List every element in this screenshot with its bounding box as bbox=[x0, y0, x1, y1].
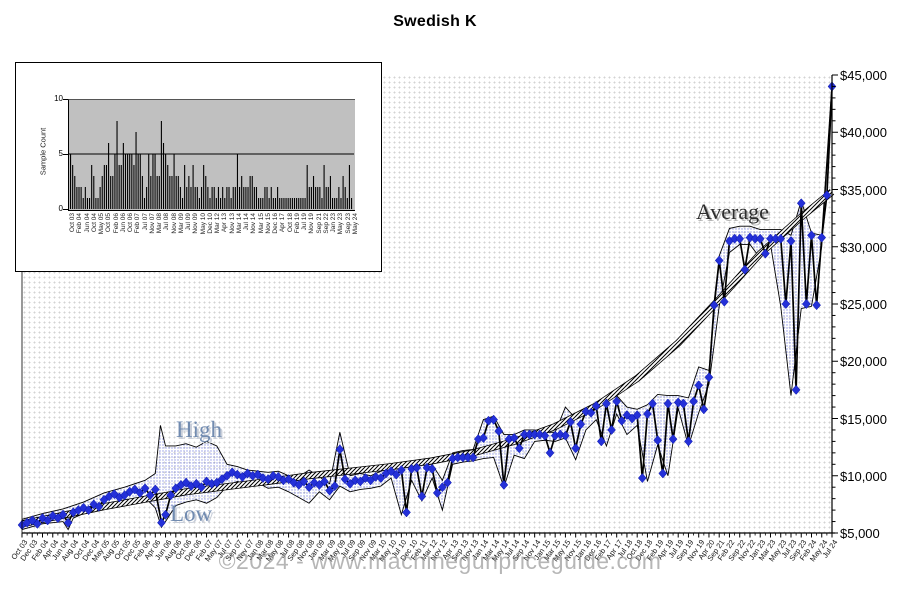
inset-x-tick-label: May 24 bbox=[352, 213, 359, 235]
inset-x-tick-label: Nov 15 bbox=[264, 213, 272, 234]
inset-y-tick-label: 0 bbox=[58, 204, 63, 213]
inset-x-tick-label: Nov 13 bbox=[228, 213, 236, 234]
y-tick-label: $25,000 bbox=[840, 297, 887, 312]
inset-x-tick-label: Sep 23 bbox=[344, 213, 352, 234]
inset-x-tick-label: Sep 21 bbox=[315, 213, 323, 234]
inset-x-tick-label: Feb 19 bbox=[293, 213, 301, 234]
y-tick-label: $5,000 bbox=[840, 526, 880, 541]
inset-x-tick-label: May 05 bbox=[98, 213, 106, 235]
inset-x-tick-label: Oct 18 bbox=[286, 213, 294, 233]
y-tick-label: $45,000 bbox=[840, 68, 887, 83]
inset-x-tick-label: Oct 04 bbox=[90, 213, 98, 233]
inset-x-tick-label: Mar 15 bbox=[257, 213, 265, 234]
inset-x-tick-label: Jul 07 bbox=[141, 213, 149, 231]
y-tick-label: $20,000 bbox=[840, 354, 887, 370]
inset-x-tick-label: Mar 14 bbox=[235, 213, 243, 234]
inset-y-tick bbox=[63, 99, 68, 100]
inset-x-tick-label: Apr 13 bbox=[221, 213, 229, 233]
inset-x-tick-label: Nov 07 bbox=[148, 213, 156, 234]
inset-x-tick-label: Jun 06 bbox=[119, 213, 127, 233]
annotation-high: High bbox=[176, 417, 222, 442]
inset-y-tick bbox=[63, 154, 68, 155]
inset-x-tick-label: May 23 bbox=[337, 213, 345, 235]
inset-y-axis-title: Sample Count bbox=[38, 127, 48, 176]
inset-y-tick-label: 5 bbox=[58, 149, 63, 158]
sample-count-inset-chart: Sample Count 0 5 10 Oct 03 Feb 04 Jun 04 Oct … bbox=[15, 62, 382, 272]
y-tick-label: $40,000 bbox=[840, 125, 887, 141]
inset-x-tick-label: Mar 09 bbox=[177, 213, 185, 234]
y-tick-label: $35,000 bbox=[840, 182, 887, 198]
inset-x-tick-label: Sep 22 bbox=[322, 213, 330, 234]
annotation-average: Average bbox=[696, 199, 769, 224]
inset-x-tick-label: Nov 14 bbox=[250, 213, 258, 234]
inset-x-tick-label: Feb 04 bbox=[76, 213, 84, 234]
inset-x-tick-label: Oct 05 bbox=[105, 213, 113, 233]
inset-x-tick-label: May 10 bbox=[199, 213, 207, 235]
inset-x-tick-label: Feb 07 bbox=[134, 213, 142, 234]
inset-x-tick-label: Dec 10 bbox=[206, 213, 214, 234]
inset-x-tick-label: Jul 08 bbox=[163, 213, 171, 231]
inset-x-tick-label: Apr 17 bbox=[279, 213, 287, 233]
inset-plot-area bbox=[68, 99, 355, 211]
inset-x-tick-label: Nov 19 bbox=[308, 213, 316, 234]
inset-x-tick-label: Mar 08 bbox=[156, 213, 164, 234]
inset-x-tick-label: Nov 09 bbox=[192, 213, 200, 234]
y-tick-label: $10,000 bbox=[840, 468, 887, 484]
inset-x-tick-label: Nov 08 bbox=[170, 213, 178, 234]
inset-x-tick-label: Feb 06 bbox=[112, 213, 120, 234]
chart-title: Swedish K bbox=[393, 13, 477, 30]
annotation-low: Low bbox=[170, 501, 213, 526]
watermark: ©2024 - www.machinegunpriceguide.com bbox=[218, 548, 662, 574]
inset-x-tick-label: Oct 06 bbox=[127, 213, 135, 233]
inset-y-tick bbox=[63, 209, 68, 210]
inset-x-tick-label: Jun 04 bbox=[83, 213, 91, 233]
y-tick-label: $30,000 bbox=[840, 239, 887, 255]
y-tick-label: $15,000 bbox=[840, 411, 887, 427]
inset-y-tick-label: 10 bbox=[54, 94, 63, 103]
inset-x-tick-label: Oct 03 bbox=[69, 213, 76, 233]
